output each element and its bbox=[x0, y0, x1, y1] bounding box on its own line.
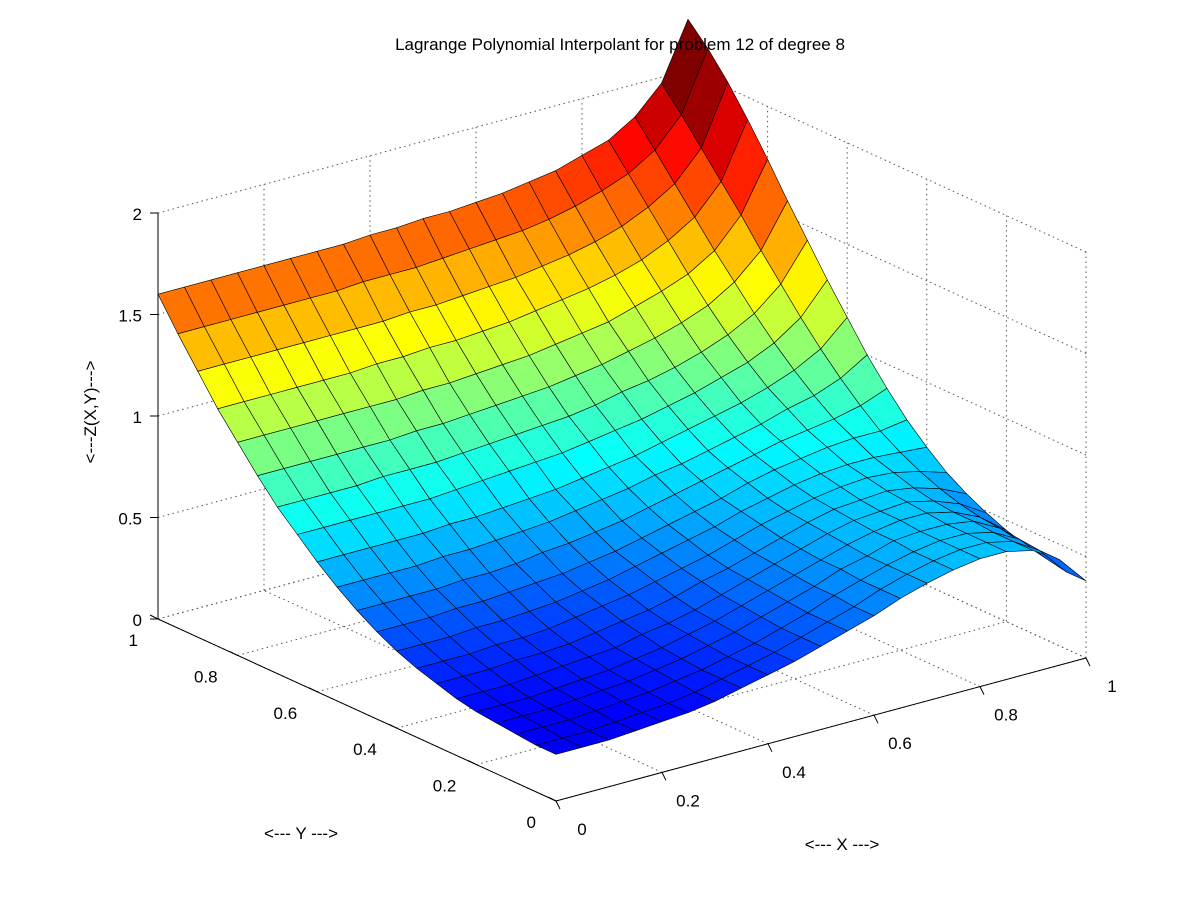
y-tick-mark bbox=[468, 760, 477, 766]
y-axis-label: <--- Y ---> bbox=[264, 824, 338, 843]
back-wall-grid-line bbox=[157, 475, 689, 620]
back-wall-grid-line bbox=[157, 69, 689, 214]
back-wall-grid-line bbox=[157, 374, 689, 518]
z-tick-label: 1.5 bbox=[118, 307, 142, 326]
y-tick-label: 1 bbox=[129, 631, 138, 650]
x-tick-label: 0.8 bbox=[994, 706, 1018, 725]
y-tick-mark bbox=[229, 650, 238, 656]
y-axis-line bbox=[157, 618, 557, 802]
x-tick-mark bbox=[555, 800, 561, 810]
y-tick-mark bbox=[308, 687, 318, 693]
surface-patch bbox=[1039, 550, 1087, 582]
x-tick-mark bbox=[873, 714, 879, 724]
y-tick-label: 0.8 bbox=[194, 667, 218, 686]
y-tick-label: 0 bbox=[527, 813, 536, 832]
x-tick-mark bbox=[767, 743, 773, 753]
x-tick-label: 1 bbox=[1107, 677, 1116, 696]
x-tick-mark bbox=[661, 772, 667, 781]
y-tick-mark bbox=[388, 723, 398, 729]
chart-title: Lagrange Polynomial Interpolant for prob… bbox=[395, 35, 845, 54]
y-tick-label: 0.6 bbox=[274, 704, 298, 723]
z-tick-label: 1 bbox=[133, 408, 142, 427]
floor-grid-line bbox=[317, 548, 848, 693]
z-axis-label: <---Z(X,Y)---> bbox=[81, 360, 100, 463]
y-tick-label: 0.2 bbox=[433, 777, 457, 796]
y-tick-label: 0.4 bbox=[353, 740, 377, 759]
x-tick-mark bbox=[1085, 657, 1091, 667]
z-tick-label: 0.5 bbox=[118, 510, 142, 529]
z-tick-label: 0 bbox=[133, 611, 142, 630]
x-axis-label: <--- X ---> bbox=[805, 835, 880, 854]
y-tick-mark bbox=[547, 796, 557, 802]
x-tick-label: 0.4 bbox=[782, 763, 806, 782]
x-axis-line bbox=[555, 657, 1087, 802]
x-tick-mark bbox=[979, 686, 985, 695]
x-tick-label: 0 bbox=[577, 820, 586, 839]
axes-lines bbox=[149, 212, 1091, 810]
floor-grid-line bbox=[237, 511, 768, 656]
x-tick-label: 0.6 bbox=[888, 734, 912, 753]
x-tick-label: 0.2 bbox=[676, 791, 700, 810]
z-tick-label: 2 bbox=[133, 205, 142, 224]
y-tick-mark bbox=[149, 614, 159, 620]
surface-mesh bbox=[157, 18, 1087, 755]
